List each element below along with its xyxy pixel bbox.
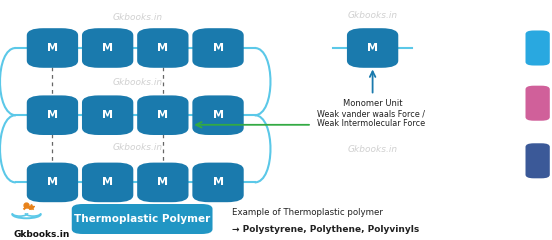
Text: M: M <box>157 177 168 187</box>
Text: M: M <box>213 43 224 53</box>
Text: Monomer Unit: Monomer Unit <box>343 99 402 108</box>
Text: M: M <box>102 43 113 53</box>
FancyBboxPatch shape <box>26 163 78 202</box>
Text: M: M <box>102 110 113 120</box>
Text: Gkbooks.in: Gkbooks.in <box>348 11 397 20</box>
Text: → Polystyrene, Polythene, Polyvinyls: → Polystyrene, Polythene, Polyvinyls <box>232 225 419 234</box>
FancyBboxPatch shape <box>137 163 189 202</box>
Text: M: M <box>157 110 168 120</box>
FancyBboxPatch shape <box>72 204 213 234</box>
Text: M: M <box>367 43 378 53</box>
Text: M: M <box>213 177 224 187</box>
FancyBboxPatch shape <box>193 163 244 202</box>
FancyBboxPatch shape <box>347 28 399 68</box>
FancyBboxPatch shape <box>193 95 244 135</box>
FancyBboxPatch shape <box>526 143 550 178</box>
FancyBboxPatch shape <box>526 30 550 66</box>
FancyBboxPatch shape <box>82 28 134 68</box>
Text: Weak vander waals Force /
Weak Intermolecular Force: Weak vander waals Force / Weak Intermole… <box>317 109 426 128</box>
Text: M: M <box>47 177 58 187</box>
Text: Gkbooks.in: Gkbooks.in <box>14 230 70 239</box>
Text: Gkbooks.in: Gkbooks.in <box>113 78 163 87</box>
Text: M: M <box>213 110 224 120</box>
Text: M: M <box>47 43 58 53</box>
Text: M: M <box>102 177 113 187</box>
FancyBboxPatch shape <box>82 163 134 202</box>
FancyBboxPatch shape <box>526 86 550 121</box>
FancyBboxPatch shape <box>26 28 78 68</box>
FancyBboxPatch shape <box>193 28 244 68</box>
Text: Example of Thermoplastic polymer: Example of Thermoplastic polymer <box>232 208 383 217</box>
FancyBboxPatch shape <box>82 95 134 135</box>
Text: Gkbooks.in: Gkbooks.in <box>113 13 163 23</box>
Text: Gkbooks.in: Gkbooks.in <box>113 143 163 152</box>
Text: M: M <box>47 110 58 120</box>
FancyBboxPatch shape <box>137 28 189 68</box>
Text: Thermoplastic Polymer: Thermoplastic Polymer <box>74 214 210 224</box>
Text: M: M <box>157 43 168 53</box>
FancyBboxPatch shape <box>26 95 78 135</box>
FancyBboxPatch shape <box>137 95 189 135</box>
Text: Gkbooks.in: Gkbooks.in <box>348 145 397 155</box>
